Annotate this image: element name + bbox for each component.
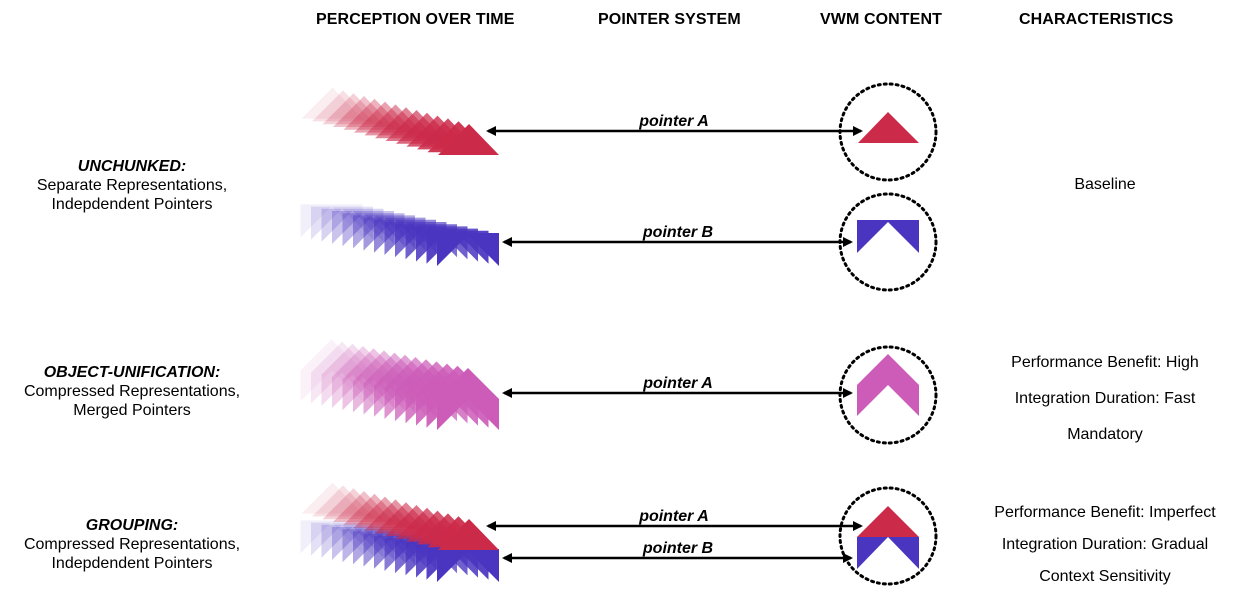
vwm-blue-notched-shape [857,220,919,253]
perception-trail-blue-grouping [300,520,499,582]
trail-frame [333,96,394,127]
characteristics-grouping: Performance Benefit: Imperfect Integrati… [974,497,1233,593]
perception-trail-pink-unified [300,339,499,430]
trail-frame [300,339,363,402]
row-desc-line1: Compressed Representations, [23,383,241,400]
characteristic-item: Integration Duration: Fast [1014,390,1196,407]
characteristic-item: Mandatory [1067,426,1143,443]
trail-frame [333,491,394,522]
header-characteristics: CHARACTERISTICS [1019,11,1174,28]
characteristic-item: Performance Benefit: High [1011,354,1199,371]
trail-frame [300,520,363,554]
trail-frame [321,208,384,242]
row-desc-line1: Compressed Representations, [23,536,241,553]
header-pointer-system: POINTER SYSTEM [598,11,741,28]
row-label-grouping: GROUPING: Compressed Representations, In… [0,516,264,573]
row-label-object-unification: OBJECT-UNIFICATION: Compressed Represent… [0,363,264,420]
characteristics-unchunked: Baseline [974,176,1233,194]
characteristic-item: Baseline [1074,176,1136,193]
pointer-b-label-grouping: pointer B [642,540,713,557]
row-title-object-unification: OBJECT-UNIFICATION: [43,364,221,381]
trail-frame [300,204,363,238]
pointer-a-label-unchunked: pointer A [638,113,709,130]
characteristic-item: Context Sensitivity [1039,568,1171,585]
trail-frame [301,87,363,119]
trail-frame [311,522,373,556]
vwm-grouped-blue-shape [857,537,919,569]
row-title-grouping: GROUPING: [85,517,179,534]
characteristic-item: Performance Benefit: Imperfect [994,504,1216,521]
characteristic-item: Integration Duration: Gradual [1001,536,1209,553]
vwm-red-triangle [858,112,919,143]
vwm-pink-chevron [857,354,919,416]
vwm-grouped-red-triangle [857,506,919,537]
perception-trail-blue-unchunked [300,204,499,266]
trail-frame [312,485,373,517]
row-desc-line2: Merged Pointers [73,402,191,419]
pointer-b-label-unchunked: pointer B [642,224,713,241]
trail-frame [322,93,384,125]
trail-frame [311,206,373,240]
vwm-slot-circle-unified [838,345,938,445]
row-desc-line2: Indepdendent Pointers [51,196,213,213]
trail-frame [301,482,363,514]
trail-frame [437,368,499,430]
row-desc-line1: Separate Representations, [36,177,228,194]
trail-frame [312,90,373,122]
row-label-unchunked: UNCHUNKED: Separate Representations, Ind… [0,157,264,214]
perception-trail-red-grouping [301,482,499,550]
trail-frame [437,549,499,582]
pointer-a-label-unified: pointer A [642,375,713,392]
row-title-unchunked: UNCHUNKED: [77,158,187,175]
characteristics-object-unification: Performance Benefit: High Integration Du… [974,345,1233,453]
perception-trail-red-unchunked [301,87,499,155]
trail-frame [438,124,499,155]
trail-frame [321,524,384,558]
pointer-a-label-grouping: pointer A [638,508,709,525]
header-perception-over-time: PERCEPTION OVER TIME [316,11,515,28]
trail-frame [437,233,499,266]
trail-frame [438,519,499,550]
trail-frame [311,341,373,404]
header-vwm-content: VWM CONTENT [820,11,942,28]
trail-frame [322,488,384,520]
vwm-slot-circle-a [838,82,938,182]
vwm-slot-circle-b [838,192,938,292]
row-desc-line2: Indepdendent Pointers [51,555,213,572]
vwm-slot-circle-grouped [838,486,938,586]
